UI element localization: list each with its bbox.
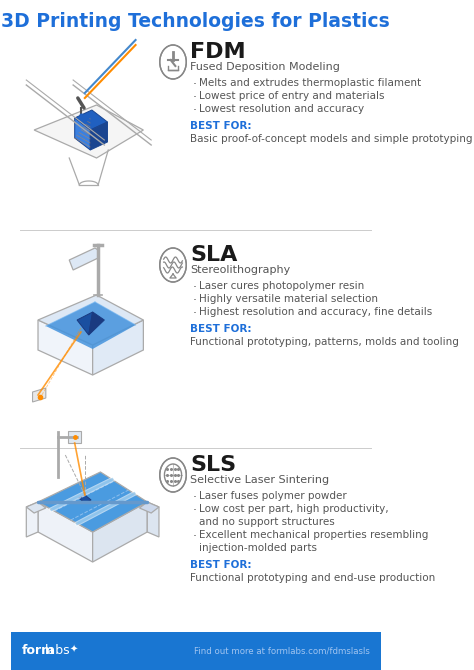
Text: form: form [22, 645, 55, 657]
Text: Highest resolution and accuracy, fine details: Highest resolution and accuracy, fine de… [199, 307, 432, 317]
Text: SLA: SLA [190, 245, 237, 265]
Text: ·: · [193, 78, 197, 91]
Text: BEST FOR:: BEST FOR: [190, 324, 252, 334]
Text: Functional prototyping, patterns, molds and tooling: Functional prototyping, patterns, molds … [190, 337, 459, 347]
Text: ·: · [193, 281, 197, 294]
Text: ·: · [193, 491, 197, 504]
Polygon shape [139, 502, 159, 513]
Polygon shape [68, 431, 81, 443]
Text: ✦: ✦ [70, 645, 78, 655]
Polygon shape [27, 502, 46, 513]
Polygon shape [38, 472, 147, 532]
Polygon shape [147, 502, 159, 537]
Text: Laser cures photopolymer resin: Laser cures photopolymer resin [199, 281, 364, 291]
Text: ·: · [193, 104, 197, 117]
Polygon shape [89, 312, 104, 335]
Text: ·: · [193, 294, 197, 307]
Polygon shape [75, 118, 91, 150]
Text: BEST FOR:: BEST FOR: [190, 560, 252, 570]
Text: Functional prototyping and end-use production: Functional prototyping and end-use produ… [190, 573, 436, 583]
Text: ·: · [193, 307, 197, 320]
Polygon shape [75, 110, 108, 130]
Text: Melts and extrudes thermoplastic filament: Melts and extrudes thermoplastic filamen… [199, 78, 421, 88]
Text: SLS: SLS [190, 455, 237, 475]
Text: ·: · [193, 530, 197, 543]
Polygon shape [34, 105, 143, 158]
Text: ·: · [193, 91, 197, 104]
Text: Lowest price of entry and materials: Lowest price of entry and materials [199, 91, 384, 101]
Text: Laser fuses polymer powder: Laser fuses polymer powder [199, 491, 346, 501]
Polygon shape [92, 502, 147, 562]
Text: Selective Laser Sintering: Selective Laser Sintering [190, 475, 329, 485]
Text: BEST FOR:: BEST FOR: [190, 121, 252, 131]
Polygon shape [69, 248, 98, 270]
Text: Lowest resolution and accuracy: Lowest resolution and accuracy [199, 104, 364, 114]
Text: and no support structures: and no support structures [199, 517, 335, 527]
Text: ·: · [193, 504, 197, 517]
Polygon shape [38, 502, 92, 562]
Polygon shape [46, 302, 136, 349]
Text: labs: labs [45, 645, 71, 657]
Text: Basic proof-of-concept models and simple prototyping: Basic proof-of-concept models and simple… [190, 134, 473, 144]
Polygon shape [77, 312, 92, 335]
Text: FDM: FDM [190, 42, 246, 62]
Polygon shape [33, 388, 46, 402]
Text: 3D Printing Technologies for Plastics: 3D Printing Technologies for Plastics [1, 12, 390, 31]
Text: Highly versatile material selection: Highly versatile material selection [199, 294, 378, 304]
Polygon shape [38, 295, 143, 345]
Polygon shape [79, 495, 91, 503]
Polygon shape [27, 502, 38, 537]
Text: injection-molded parts: injection-molded parts [199, 543, 317, 553]
Text: Find out more at formlabs.com/fdmslasls: Find out more at formlabs.com/fdmslasls [194, 647, 370, 655]
Polygon shape [92, 320, 143, 375]
Polygon shape [91, 122, 108, 150]
Bar [11, 632, 381, 670]
Text: Stereolithography: Stereolithography [190, 265, 291, 275]
Text: Excellent mechanical properties resembling: Excellent mechanical properties resembli… [199, 530, 428, 540]
Text: Low cost per part, high productivity,: Low cost per part, high productivity, [199, 504, 388, 514]
Text: Fused Deposition Modeling: Fused Deposition Modeling [190, 62, 340, 72]
Polygon shape [38, 320, 92, 375]
